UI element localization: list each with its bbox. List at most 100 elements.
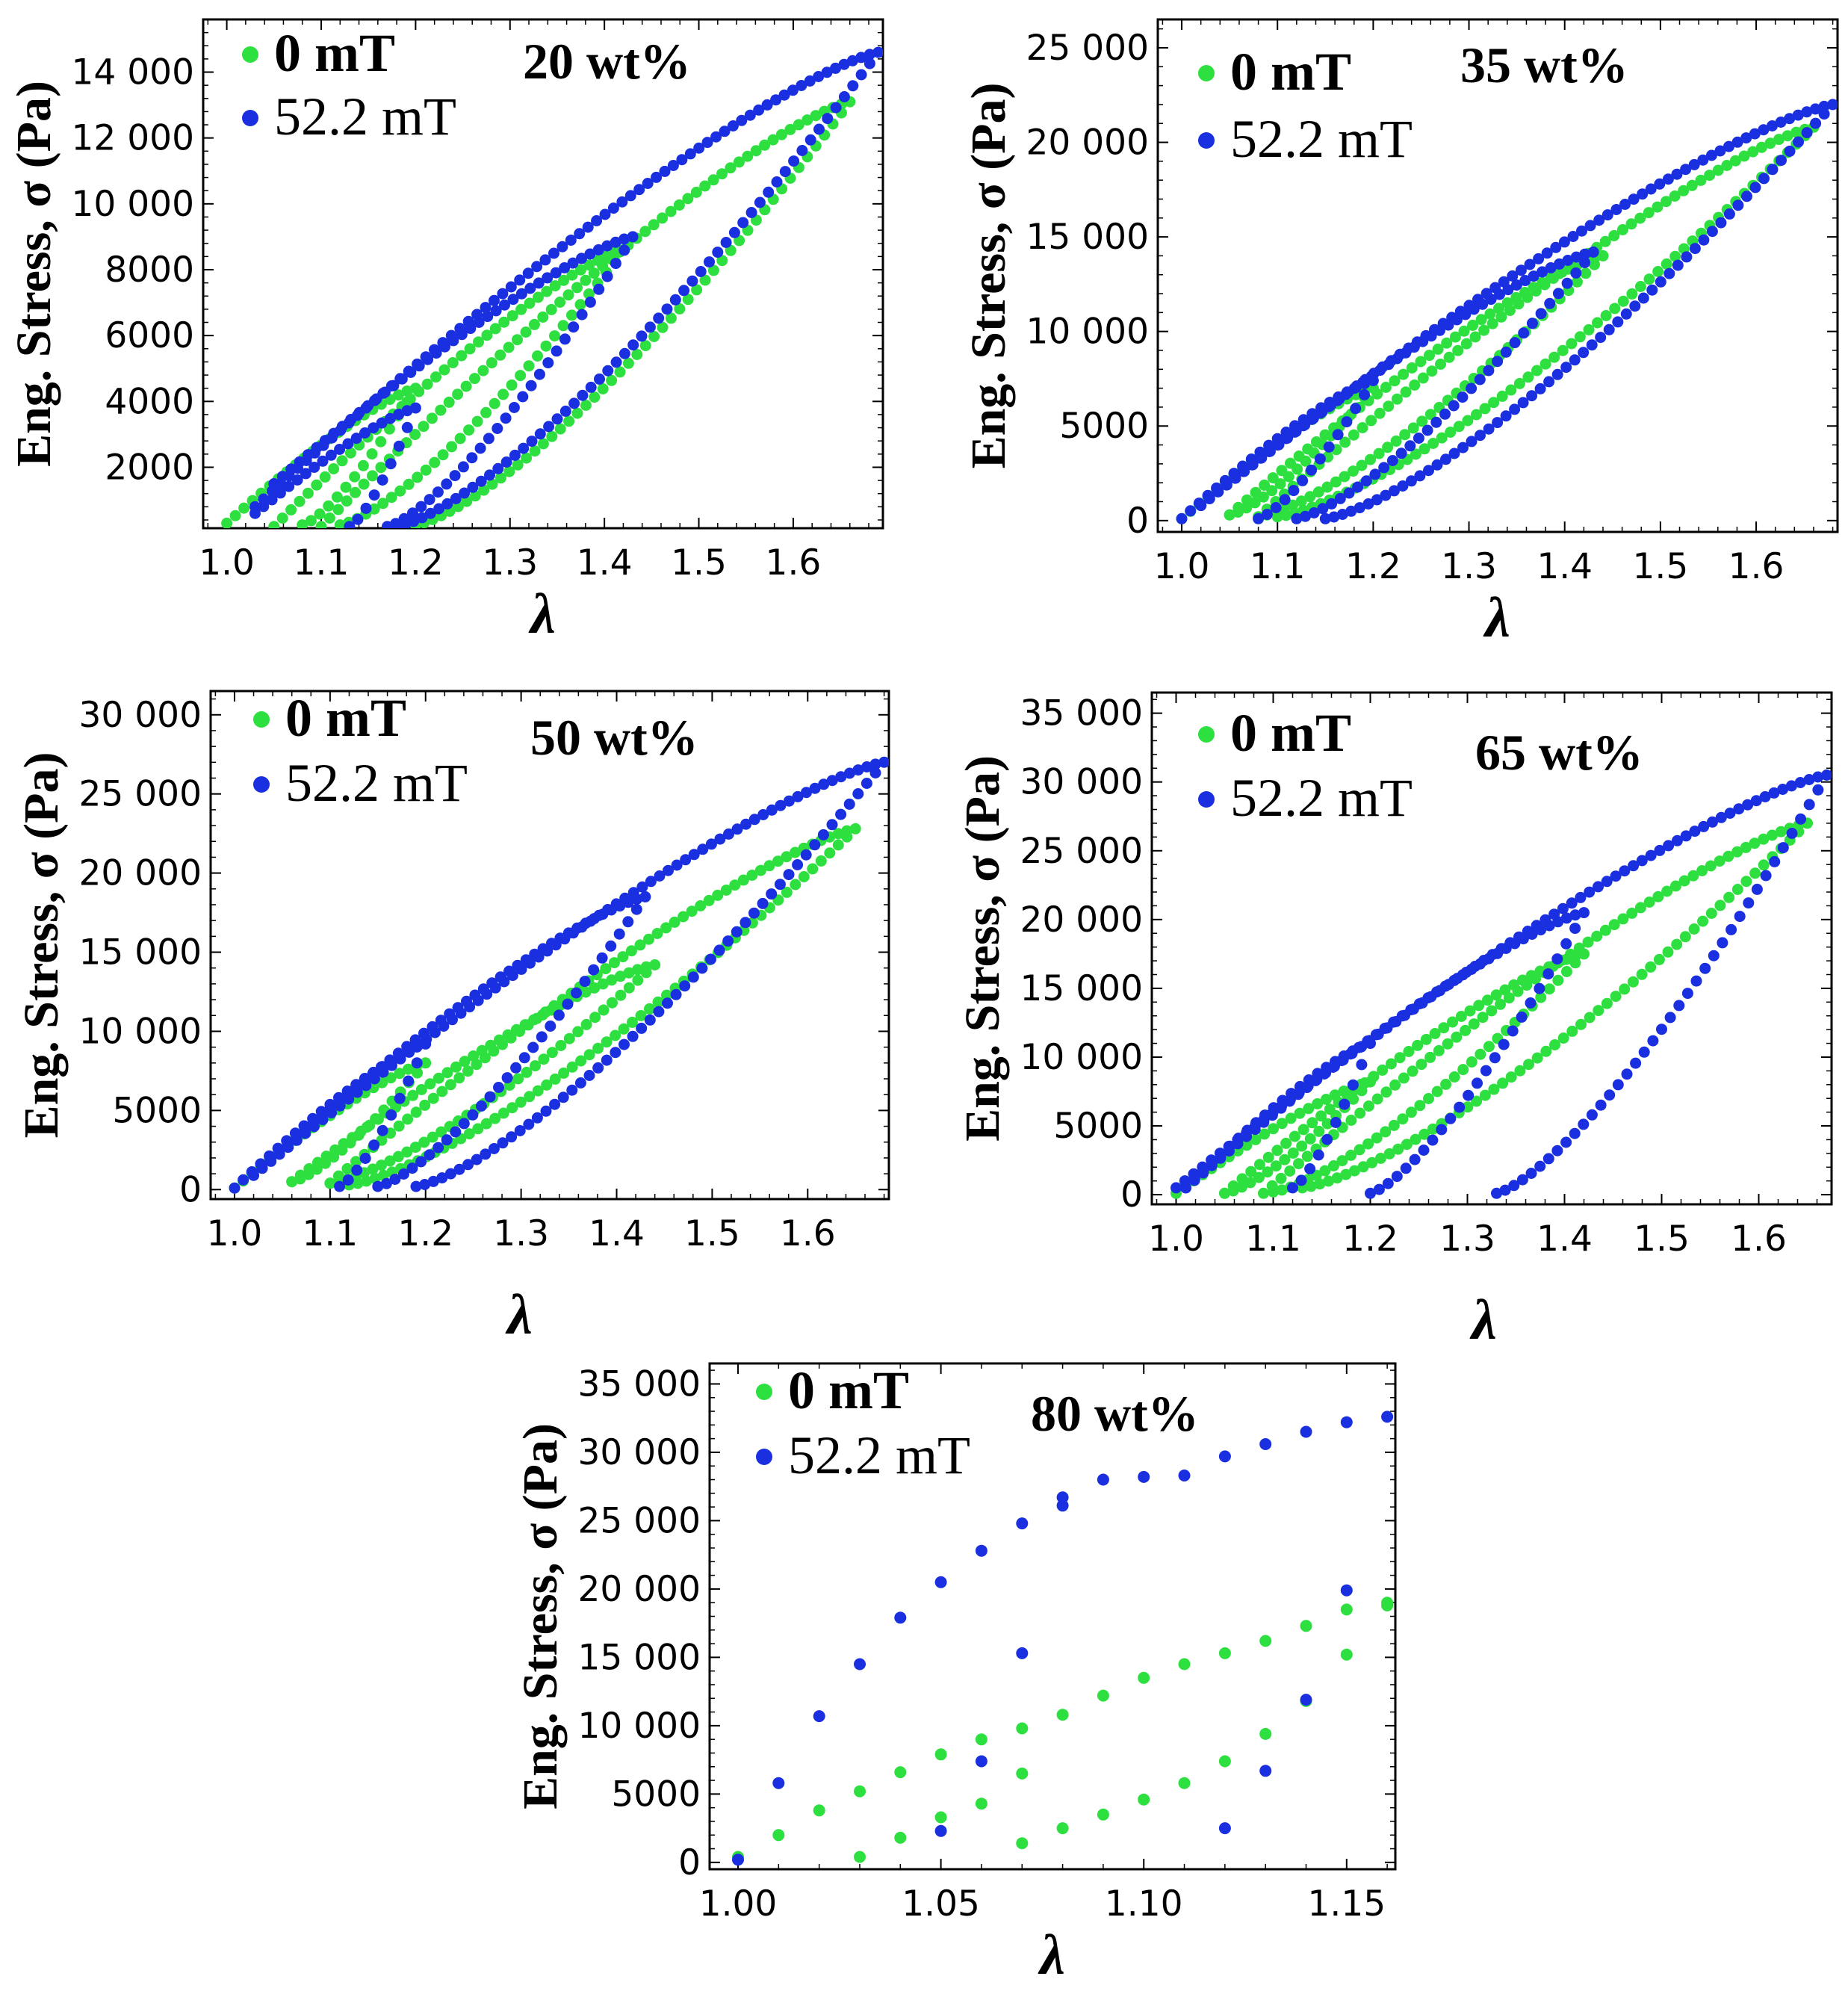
y-tick-label: 30 000 [79, 695, 202, 736]
data-point-field-on [1689, 826, 1701, 837]
data-point-field-off [1468, 1018, 1480, 1030]
data-point-field-on [326, 432, 338, 444]
data-point-field-on [256, 1162, 268, 1174]
data-point-field-off [635, 1010, 647, 1021]
data-point-field-on [457, 461, 469, 473]
data-point-field-on [536, 1031, 548, 1043]
data-point-field-off [1424, 409, 1436, 421]
data-point-field-on [1621, 1068, 1633, 1080]
data-point-field-on [394, 1053, 406, 1065]
data-point-field-off [801, 114, 813, 126]
data-point-field-on [585, 381, 597, 393]
data-point-field-off [674, 303, 686, 315]
data-point-field-off [355, 1125, 367, 1137]
data-point-field-on [1688, 158, 1700, 170]
data-point-field-on [671, 859, 683, 871]
plot-frame [708, 1362, 1397, 1871]
data-point-field-on [455, 1007, 467, 1019]
data-point-field-off [1495, 311, 1507, 323]
data-point-field-off [385, 492, 397, 504]
data-point-field-off [498, 316, 510, 328]
data-point-field-on [1786, 828, 1798, 839]
data-point-field-off [1380, 382, 1392, 393]
x-tick-label: 1.15 [1307, 1883, 1386, 1925]
data-point-field-on [1474, 374, 1486, 385]
data-point-field-off [1366, 1156, 1378, 1168]
data-point-field-on [607, 202, 619, 214]
data-point-field-on [1403, 342, 1415, 354]
data-point-field-on [510, 1062, 522, 1074]
data-point-field-off [1371, 1093, 1383, 1105]
data-point-field-on [1273, 439, 1285, 450]
data-point-field-off [1653, 953, 1665, 965]
data-point-field-off [1374, 407, 1386, 419]
data-point-field-off [1652, 891, 1664, 902]
data-point-field-on [636, 330, 648, 342]
data-point-field-on [705, 953, 716, 965]
y-tick-label: 6000 [105, 315, 194, 356]
x-tick-label: 1.3 [1439, 1219, 1495, 1260]
data-point-field-on [376, 417, 388, 429]
data-point-field-on [1404, 440, 1416, 452]
data-point-field-on [723, 828, 734, 840]
data-point-field-off [807, 863, 819, 875]
data-point-field-off [1678, 875, 1690, 887]
data-point-field-on [687, 971, 699, 983]
data-point-field-on [737, 217, 749, 229]
data-point-field-on [1457, 442, 1469, 453]
data-point-field-on [1715, 811, 1727, 823]
y-tick-label: 15 000 [1026, 217, 1149, 258]
data-point-field-on [1253, 513, 1265, 524]
data-point-field-off [622, 357, 634, 369]
chart-panel-5: 1.00 1.05 1.10 1.15 0 5000 10 000 15 000 20 000 2… [513, 1360, 1397, 1987]
data-point-field-on [627, 887, 639, 899]
data-point-field-on [1717, 937, 1728, 949]
data-point-field-off [1580, 267, 1592, 279]
data-point-field-off [372, 1113, 384, 1125]
data-point-field-on [1689, 243, 1701, 255]
data-point-field-off [1697, 915, 1709, 927]
data-point-field-on [1558, 236, 1570, 248]
data-point-field-off [377, 498, 389, 510]
data-point-field-on [719, 126, 731, 137]
data-point-field-on [748, 814, 760, 826]
data-point-field-off [494, 349, 506, 361]
data-point-field-on [1812, 784, 1824, 796]
data-point-field-off [1696, 865, 1708, 876]
data-point-field-off [453, 1072, 465, 1084]
y-tick-label: 15 000 [79, 932, 202, 973]
data-point-field-off [665, 205, 677, 217]
data-point-field-off [1479, 1089, 1491, 1101]
data-point-field-off [1424, 350, 1435, 362]
data-point-field-on [1699, 962, 1711, 974]
data-point-field-on [474, 442, 486, 454]
data-point-field-on [343, 417, 355, 429]
data-point-field-off [1301, 1151, 1313, 1162]
data-point-field-off [1557, 344, 1569, 356]
data-point-field-off [832, 839, 844, 851]
data-point-field-off [489, 1112, 501, 1124]
data-point-field-on [283, 470, 295, 482]
data-point-field-on [500, 456, 512, 468]
data-point-field-on [482, 311, 494, 323]
data-point-field-on [577, 389, 589, 401]
data-point-field-off [276, 513, 288, 524]
data-point-field-on [1519, 275, 1531, 286]
data-point-field-on [1619, 865, 1631, 877]
data-point-field-off [1359, 1077, 1371, 1089]
data-point-field-off [268, 521, 280, 528]
data-point-field-off [643, 933, 654, 945]
data-point-field-off [1599, 235, 1611, 247]
data-point-field-on [543, 421, 555, 433]
x-tick-label: 1.05 [902, 1883, 980, 1925]
data-point-field-on [1509, 403, 1521, 415]
data-point-field-on [480, 1148, 492, 1160]
y-tick-label: 0 [179, 1169, 202, 1210]
data-point-field-on [1386, 355, 1398, 367]
data-point-field-off [1310, 436, 1322, 448]
data-point-field-off [1270, 1160, 1282, 1172]
data-point-field-off [444, 1079, 456, 1091]
legend-label: 52.2 mT [1230, 768, 1413, 828]
data-point-field-on [1328, 1060, 1340, 1072]
data-point-field-on [352, 409, 364, 421]
